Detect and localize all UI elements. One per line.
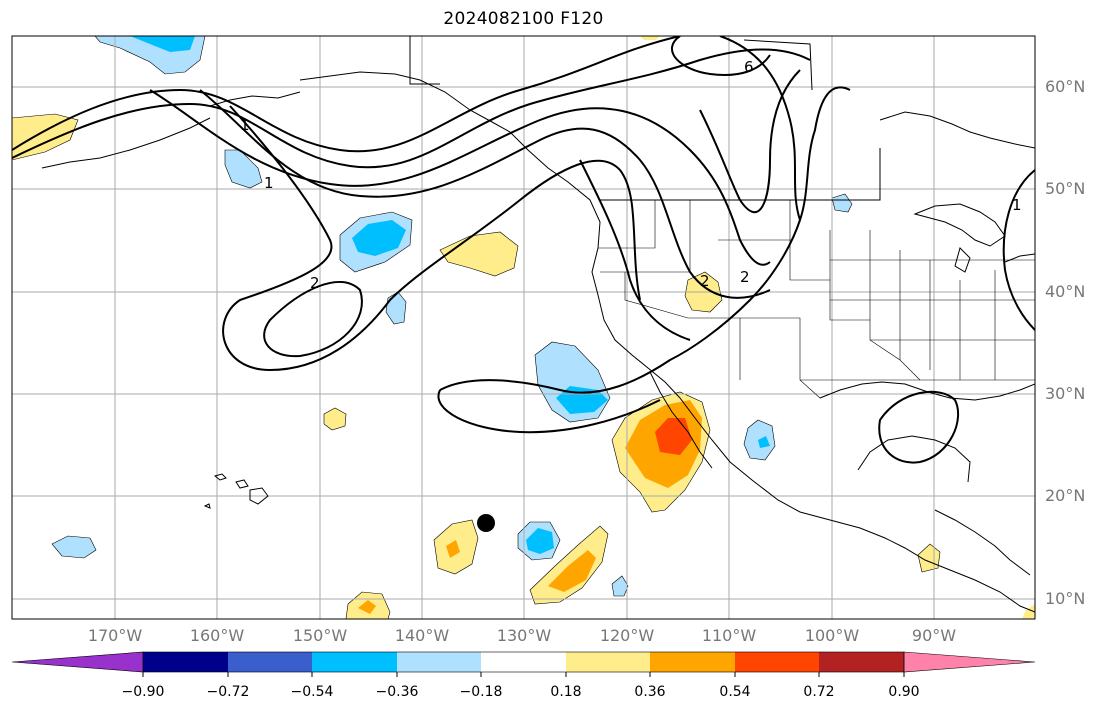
lat-label: 10°N bbox=[1045, 589, 1086, 608]
colorbar-extend-high bbox=[903, 651, 1036, 673]
lat-label: 50°N bbox=[1045, 179, 1086, 198]
map-title: 2024082100 F120 bbox=[443, 9, 604, 29]
colorbar-tick-label: 0.36 bbox=[634, 684, 666, 700]
pos-anomaly-mid-pacific bbox=[439, 231, 519, 277]
anomaly-shading bbox=[12, 36, 1035, 619]
lat-label: 40°N bbox=[1045, 282, 1086, 301]
colorbar-bin bbox=[566, 652, 650, 672]
north-america-coast bbox=[299, 71, 1035, 613]
graticule bbox=[12, 36, 1035, 619]
lon-label: 140°W bbox=[394, 626, 450, 645]
lat-label: 60°N bbox=[1045, 77, 1086, 96]
pos-anomaly-west bbox=[12, 113, 79, 161]
map-frame bbox=[11, 35, 1036, 620]
colorbar-bin bbox=[397, 652, 481, 672]
colorbar-tick-label: −0.72 bbox=[206, 684, 250, 700]
colorbar-tick-label: −0.18 bbox=[459, 684, 503, 700]
hawaii-islands bbox=[203, 473, 269, 509]
lon-label: 90°W bbox=[911, 626, 957, 645]
colorbar-bin bbox=[735, 652, 819, 672]
contour-label: 2 bbox=[310, 274, 320, 292]
map-area: 1 2 1 1 2 6 2 bbox=[12, 36, 1035, 619]
contour-labels: 1 2 1 1 2 6 2 bbox=[240, 58, 1022, 292]
lon-label: 160°W bbox=[189, 626, 245, 645]
colorbar-tick-label: −0.90 bbox=[121, 684, 165, 700]
lat-label: 30°N bbox=[1045, 384, 1086, 403]
contour-label: 6 bbox=[744, 58, 754, 76]
colorbar-bin bbox=[312, 652, 397, 672]
colorbar-bin bbox=[650, 652, 735, 672]
lon-label: 150°W bbox=[292, 626, 348, 645]
baja-coast bbox=[649, 371, 713, 469]
colorbar-tick-label: −0.36 bbox=[375, 684, 419, 700]
colorbar-bin bbox=[819, 652, 904, 672]
lon-label: 170°W bbox=[87, 626, 143, 645]
lon-label: 110°W bbox=[701, 626, 757, 645]
lon-label: 100°W bbox=[804, 626, 860, 645]
contour-label: 1 bbox=[1012, 196, 1022, 214]
colorbar-extend-low bbox=[11, 651, 144, 673]
contour-label: 2 bbox=[740, 268, 750, 286]
coastlines bbox=[41, 36, 1035, 613]
lon-label: 130°W bbox=[496, 626, 552, 645]
lat-label: 20°N bbox=[1045, 486, 1086, 505]
colorbar bbox=[11, 651, 1036, 677]
storm-position-dot bbox=[477, 514, 495, 532]
colorbar-tick-label: −0.54 bbox=[290, 684, 334, 700]
us-canada-border bbox=[600, 148, 881, 201]
contour-label: 1 bbox=[264, 174, 274, 192]
lon-label: 120°W bbox=[599, 626, 655, 645]
colorbar-tick-label: 0.54 bbox=[719, 684, 751, 700]
colorbar-bin bbox=[481, 652, 566, 672]
colorbar-tick-label: 0.18 bbox=[550, 684, 582, 700]
contour-label: 2 bbox=[700, 272, 710, 290]
colorbar-bin bbox=[143, 652, 228, 672]
height-contours bbox=[12, 36, 1035, 464]
contour-label: 1 bbox=[240, 116, 250, 134]
state-borders bbox=[598, 200, 1035, 399]
colorbar-tick-label: 0.72 bbox=[803, 684, 835, 700]
colorbar-tick-label: 0.90 bbox=[888, 684, 920, 700]
contour-ridge-1 bbox=[12, 36, 681, 153]
colorbar-bin bbox=[228, 652, 312, 672]
